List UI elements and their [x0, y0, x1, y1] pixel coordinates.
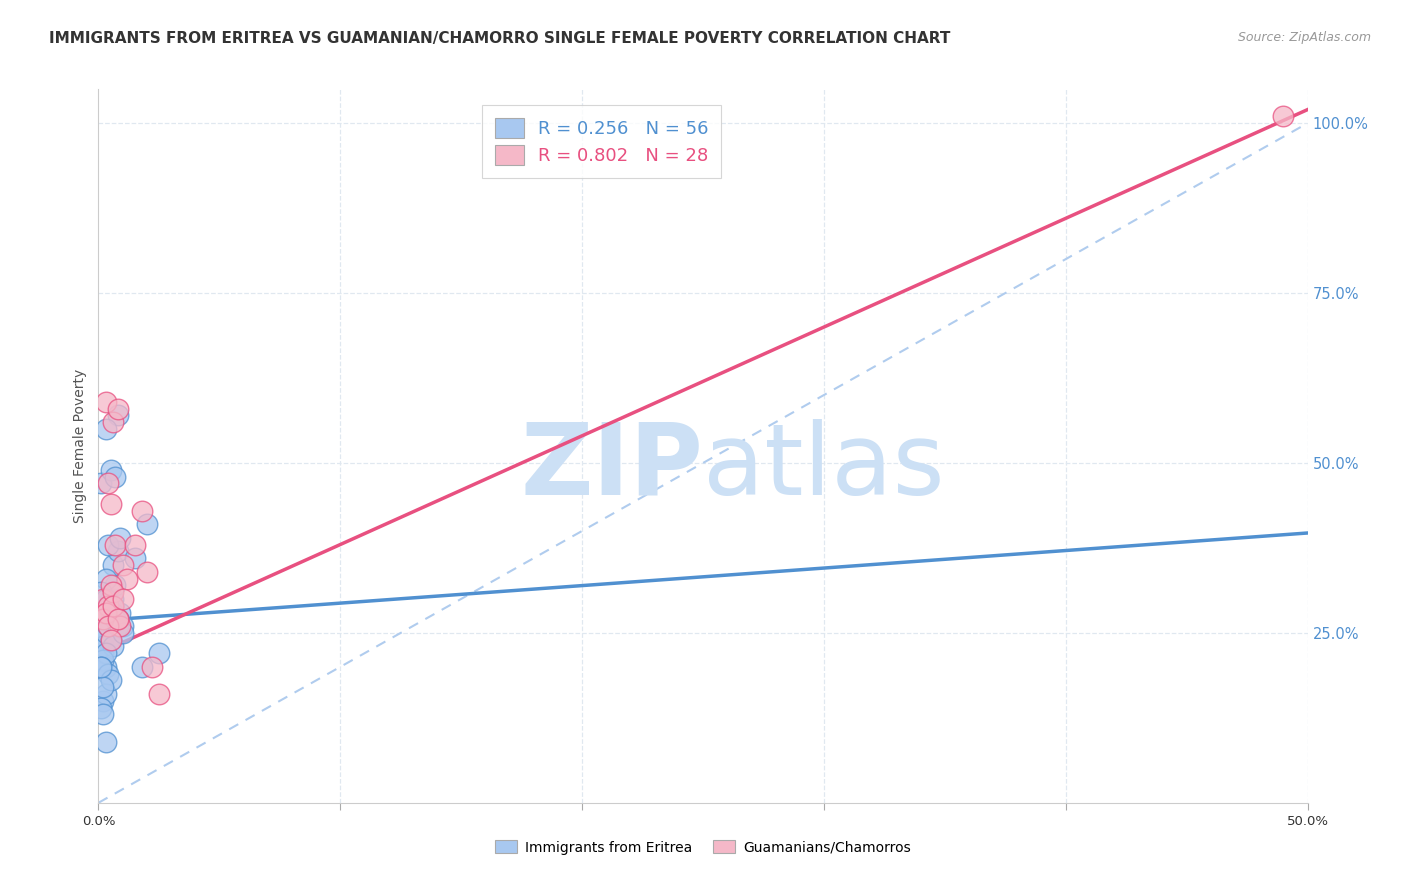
- Point: [91, 694, 114, 708]
- Point: [94, 606, 117, 620]
- Point: [100, 578, 122, 592]
- Point: [94, 734, 117, 748]
- Y-axis label: Single Female Poverty: Single Female Poverty: [73, 369, 87, 523]
- Point: [111, 619, 134, 633]
- Point: [148, 687, 170, 701]
- Point: [94, 626, 117, 640]
- Point: [90, 632, 112, 647]
- Point: [97, 632, 120, 647]
- Point: [94, 422, 117, 436]
- Text: ZIP: ZIP: [520, 419, 703, 516]
- Point: [101, 606, 124, 620]
- Point: [104, 578, 127, 592]
- Point: [135, 517, 157, 532]
- Point: [101, 591, 124, 606]
- Point: [141, 660, 163, 674]
- Point: [97, 612, 120, 626]
- Point: [104, 537, 127, 551]
- Point: [94, 591, 117, 606]
- Point: [97, 666, 120, 681]
- Point: [104, 469, 127, 483]
- Point: [148, 646, 170, 660]
- Point: [94, 660, 117, 674]
- Point: [100, 632, 122, 647]
- Point: [107, 612, 129, 626]
- Point: [101, 415, 124, 429]
- Point: [94, 606, 117, 620]
- Point: [90, 660, 112, 674]
- Point: [101, 640, 124, 654]
- Point: [111, 626, 134, 640]
- Point: [107, 409, 129, 423]
- Point: [104, 612, 127, 626]
- Point: [91, 653, 114, 667]
- Point: [91, 707, 114, 722]
- Point: [91, 591, 114, 606]
- Point: [101, 599, 124, 613]
- Point: [101, 585, 124, 599]
- Point: [94, 612, 117, 626]
- Point: [97, 476, 120, 491]
- Text: atlas: atlas: [703, 419, 945, 516]
- Legend: Immigrants from Eritrea, Guamanians/Chamorros: Immigrants from Eritrea, Guamanians/Cham…: [489, 835, 917, 860]
- Point: [107, 401, 129, 416]
- Point: [90, 476, 112, 491]
- Point: [108, 606, 131, 620]
- Point: [97, 599, 120, 613]
- Point: [97, 599, 120, 613]
- Point: [100, 673, 122, 688]
- Point: [108, 619, 131, 633]
- Point: [91, 619, 114, 633]
- Point: [90, 700, 112, 714]
- Point: [107, 612, 129, 626]
- Point: [94, 572, 117, 586]
- Point: [100, 632, 122, 647]
- Point: [91, 680, 114, 694]
- Point: [100, 591, 122, 606]
- Point: [1272, 109, 1295, 123]
- Point: [91, 640, 114, 654]
- Point: [107, 619, 129, 633]
- Point: [91, 646, 114, 660]
- Point: [97, 619, 120, 633]
- Point: [101, 599, 124, 613]
- Point: [94, 394, 117, 409]
- Point: [117, 572, 139, 586]
- Point: [94, 687, 117, 701]
- Point: [101, 558, 124, 572]
- Point: [97, 619, 120, 633]
- Point: [90, 660, 112, 674]
- Point: [124, 551, 146, 566]
- Point: [97, 537, 120, 551]
- Point: [131, 660, 153, 674]
- Point: [107, 612, 129, 626]
- Point: [91, 606, 114, 620]
- Point: [100, 463, 122, 477]
- Point: [131, 503, 153, 517]
- Point: [135, 565, 157, 579]
- Text: Source: ZipAtlas.com: Source: ZipAtlas.com: [1237, 31, 1371, 45]
- Point: [90, 585, 112, 599]
- Point: [94, 646, 117, 660]
- Point: [100, 606, 122, 620]
- Point: [111, 591, 134, 606]
- Point: [90, 626, 112, 640]
- Point: [111, 558, 134, 572]
- Point: [91, 612, 114, 626]
- Point: [107, 544, 129, 558]
- Point: [100, 497, 122, 511]
- Point: [124, 537, 146, 551]
- Point: [108, 531, 131, 545]
- Text: IMMIGRANTS FROM ERITREA VS GUAMANIAN/CHAMORRO SINGLE FEMALE POVERTY CORRELATION : IMMIGRANTS FROM ERITREA VS GUAMANIAN/CHA…: [49, 31, 950, 46]
- Point: [91, 599, 114, 613]
